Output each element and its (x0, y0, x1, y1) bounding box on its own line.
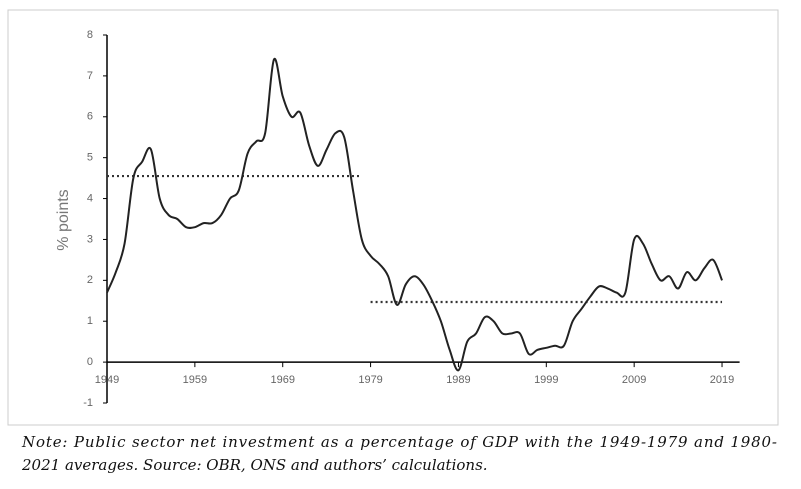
x-tick-label: 1999 (534, 374, 558, 386)
y-tick-label: 8 (87, 29, 93, 41)
y-tick-label: 6 (87, 111, 93, 123)
y-tick-label: 3 (87, 233, 93, 245)
x-tick-label: 1969 (270, 374, 294, 386)
note: Note: Public sector net investment as a … (21, 433, 777, 451)
x-tick-label: 1979 (358, 374, 382, 386)
x-tick-label: 2019 (710, 374, 734, 386)
data-line (106, 57, 723, 372)
x-tick-label: 1959 (183, 374, 207, 386)
x-tick-label: 1989 (446, 374, 470, 386)
y-tick-label: 2 (87, 274, 93, 286)
y-axis-label: % points (55, 189, 72, 250)
note: 2021 averages. Source: OBR, ONS and auth… (21, 456, 488, 474)
x-tick-label: 1949 (95, 374, 119, 386)
x-tick-label: 2009 (622, 374, 646, 386)
y-tick-label: 4 (87, 192, 93, 204)
y-tick-label: -1 (83, 397, 93, 409)
chart-frame (7, 9, 779, 426)
y-tick-label: 0 (87, 356, 93, 368)
y-tick-label: 7 (87, 70, 93, 82)
y-tick-label: 5 (87, 152, 93, 164)
y-tick-label: 1 (87, 315, 93, 327)
